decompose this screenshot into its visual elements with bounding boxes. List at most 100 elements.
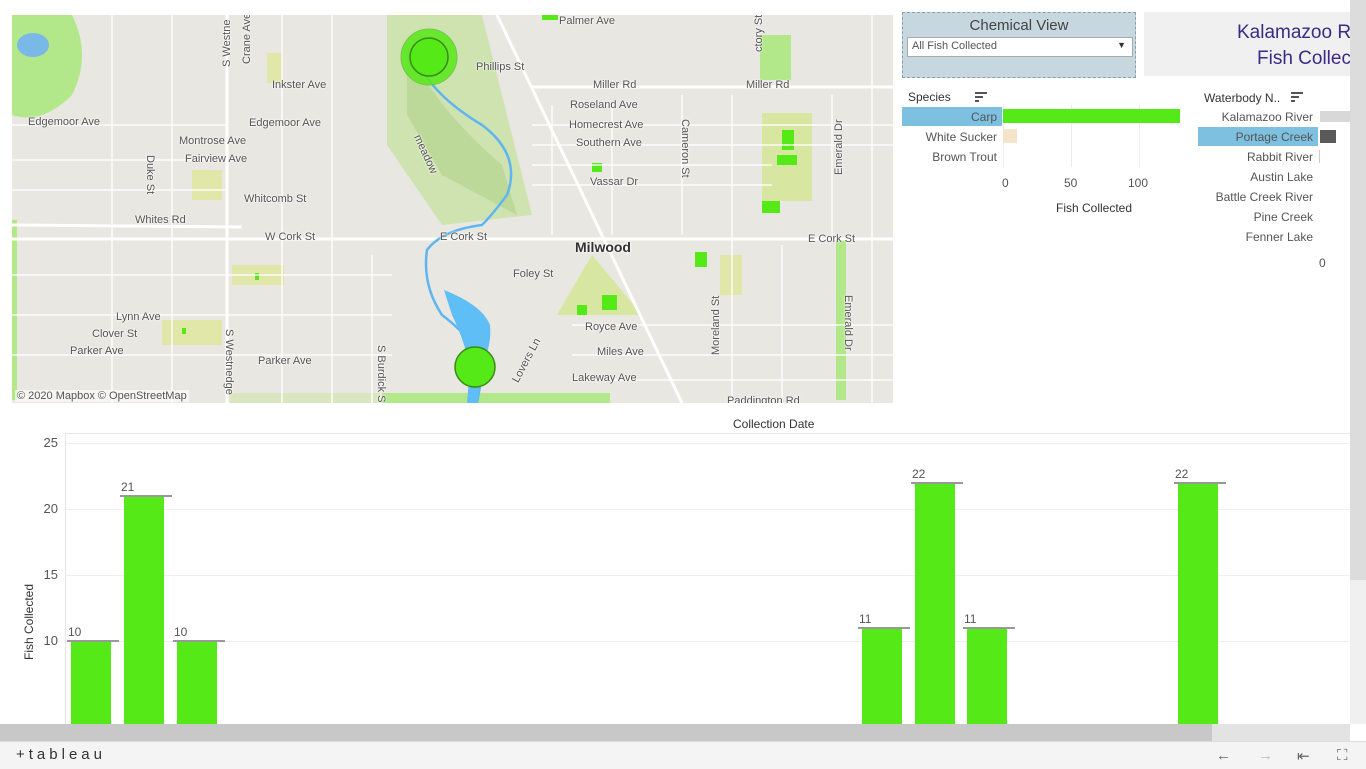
x-tick: 0 bbox=[1002, 176, 1009, 190]
bar-value-label: 10 bbox=[174, 625, 188, 639]
chart-bar[interactable] bbox=[71, 641, 111, 724]
street-label: Fairview Ave bbox=[185, 153, 248, 165]
chart-bar[interactable] bbox=[915, 482, 955, 724]
title-line-2: Fish Collec bbox=[1257, 48, 1351, 69]
waterbody-label[interactable]: Portage Creek bbox=[1235, 130, 1313, 144]
street-label: Parker Ave bbox=[258, 355, 312, 367]
street-label: Montrose Ave bbox=[179, 135, 247, 147]
place-label: Milwood bbox=[575, 239, 631, 255]
title-line-1: Kalamazoo R bbox=[1237, 22, 1352, 43]
waterbody-header: Waterbody N.. bbox=[1204, 91, 1281, 105]
x-axis-label: Fish Collected bbox=[1056, 201, 1133, 215]
map-attribution[interactable]: © 2020 Mapbox © OpenStreetMap bbox=[15, 390, 189, 402]
waterbody-bar[interactable] bbox=[1320, 111, 1350, 122]
street-label: Palmer Ave bbox=[559, 15, 616, 27]
x-tick: 50 bbox=[1064, 176, 1078, 190]
street-label: S Westnedge bbox=[223, 329, 235, 395]
street-label: Paddington Rd bbox=[727, 395, 800, 403]
dropdown-value: All Fish Collected bbox=[912, 40, 997, 52]
x-tick: 100 bbox=[1128, 176, 1149, 190]
waterbody-bar[interactable] bbox=[1319, 150, 1320, 163]
chemical-view-title: Chemical View bbox=[969, 17, 1069, 34]
bar-reference-line bbox=[963, 626, 1015, 629]
street-label: Miller Rd bbox=[593, 79, 637, 91]
species-label[interactable]: White Sucker bbox=[925, 130, 997, 144]
street-label: S Burdick S bbox=[375, 345, 387, 403]
bar-reference-line bbox=[120, 494, 172, 497]
street-label: Phillips St bbox=[476, 61, 525, 73]
chart-bar[interactable] bbox=[967, 627, 1007, 724]
street-label: Roseland Ave bbox=[570, 99, 638, 111]
y-axis-label: Fish Collected bbox=[22, 583, 36, 660]
vertical-scroll-thumb[interactable] bbox=[1350, 0, 1366, 580]
species-label[interactable]: Brown Trout bbox=[932, 150, 997, 164]
species-row-selected[interactable] bbox=[902, 107, 1002, 126]
y-tick: 15 bbox=[43, 567, 58, 582]
map-view[interactable]: Palmer Ave Phillips St Inkster Ave Mille… bbox=[12, 15, 893, 403]
chemical-view-dropdown[interactable]: All Fish Collected ▼ bbox=[907, 37, 1133, 57]
street-label: Lynn Ave bbox=[116, 311, 161, 323]
chart-bar[interactable] bbox=[177, 641, 217, 724]
sort-icon[interactable] bbox=[975, 92, 987, 102]
waterbody-label[interactable]: Fenner Lake bbox=[1245, 230, 1313, 244]
revert-icon[interactable]: ⇤ bbox=[1297, 748, 1310, 765]
chart-bar[interactable] bbox=[124, 495, 164, 724]
tableau-logo[interactable]: +tableau bbox=[16, 746, 106, 763]
chemical-view-filter: Chemical View All Fish Collected ▼ bbox=[902, 12, 1136, 78]
bar-value-label: 22 bbox=[912, 466, 926, 481]
street-label: Emerald Dr bbox=[842, 295, 854, 351]
map-graphics bbox=[12, 15, 893, 403]
footer-toolbar: +tableau ← → ⇤ ⛶ bbox=[0, 741, 1366, 769]
street-label: Miller Rd bbox=[746, 79, 790, 91]
street-label: S Westne bbox=[221, 19, 233, 68]
species-bar[interactable] bbox=[1003, 129, 1017, 143]
bar-reference-line bbox=[911, 481, 963, 484]
chart-title: Collection Date bbox=[733, 417, 815, 431]
redo-icon[interactable]: → bbox=[1258, 747, 1273, 764]
waterbody-bar[interactable] bbox=[1320, 130, 1336, 143]
street-label: Emerald Dr bbox=[833, 119, 845, 175]
chart-bar[interactable] bbox=[1178, 482, 1218, 724]
waterbody-label[interactable]: Battle Creek River bbox=[1215, 190, 1313, 204]
street-label: E Cork St bbox=[440, 231, 488, 243]
waterbody-label[interactable]: Pine Creek bbox=[1253, 210, 1313, 224]
street-label: Edgemoor Ave bbox=[249, 117, 321, 129]
street-label: Royce Ave bbox=[585, 321, 638, 333]
bar-value-label: 21 bbox=[121, 479, 135, 494]
waterbody-row-selected[interactable] bbox=[1198, 127, 1318, 146]
street-label: Cameron St bbox=[679, 119, 691, 178]
horizontal-scroll-thumb[interactable] bbox=[0, 724, 1212, 741]
sort-icon[interactable] bbox=[1291, 92, 1303, 102]
street-label: Edgemoor Ave bbox=[28, 116, 100, 128]
bar-value-label: 10 bbox=[68, 625, 82, 639]
street-label: Foley St bbox=[513, 268, 554, 280]
undo-icon[interactable]: ← bbox=[1216, 747, 1231, 764]
street-label: Lakeway Ave bbox=[572, 372, 637, 384]
street-label: Homecrest Ave bbox=[569, 119, 644, 131]
street-label: Duke St bbox=[144, 155, 156, 195]
species-label[interactable]: Carp bbox=[970, 110, 997, 124]
street-label: Southern Ave bbox=[576, 137, 642, 149]
street-label: Whitcomb St bbox=[244, 193, 307, 205]
waterbody-label[interactable]: Rabbit River bbox=[1246, 150, 1313, 164]
y-tick: 20 bbox=[43, 501, 58, 516]
y-tick: 25 bbox=[43, 435, 58, 450]
fullscreen-icon[interactable]: ⛶ bbox=[1337, 747, 1348, 764]
street-label: ctory St bbox=[753, 15, 765, 52]
chevron-down-icon: ▼ bbox=[1117, 40, 1126, 50]
species-bar[interactable] bbox=[1003, 109, 1180, 123]
street-label: Vassar Dr bbox=[590, 176, 639, 188]
chart-bar[interactable] bbox=[862, 627, 902, 724]
dashboard-title: Kalamazoo R Fish Collec bbox=[1144, 12, 1366, 76]
waterbody-label[interactable]: Austin Lake bbox=[1250, 170, 1313, 184]
street-label: Crane Ave bbox=[241, 15, 253, 64]
street-label: Parker Ave bbox=[70, 345, 124, 357]
x-tick: 0 bbox=[1319, 256, 1326, 270]
waterbody-label[interactable]: Kalamazoo River bbox=[1221, 110, 1313, 124]
street-label: Moreland St bbox=[710, 295, 722, 355]
bar-reference-line bbox=[67, 640, 119, 642]
street-label: Clover St bbox=[92, 328, 138, 340]
bar-reference-line bbox=[173, 640, 225, 642]
y-tick: 10 bbox=[43, 633, 58, 648]
street-label: E Cork St bbox=[808, 233, 856, 245]
